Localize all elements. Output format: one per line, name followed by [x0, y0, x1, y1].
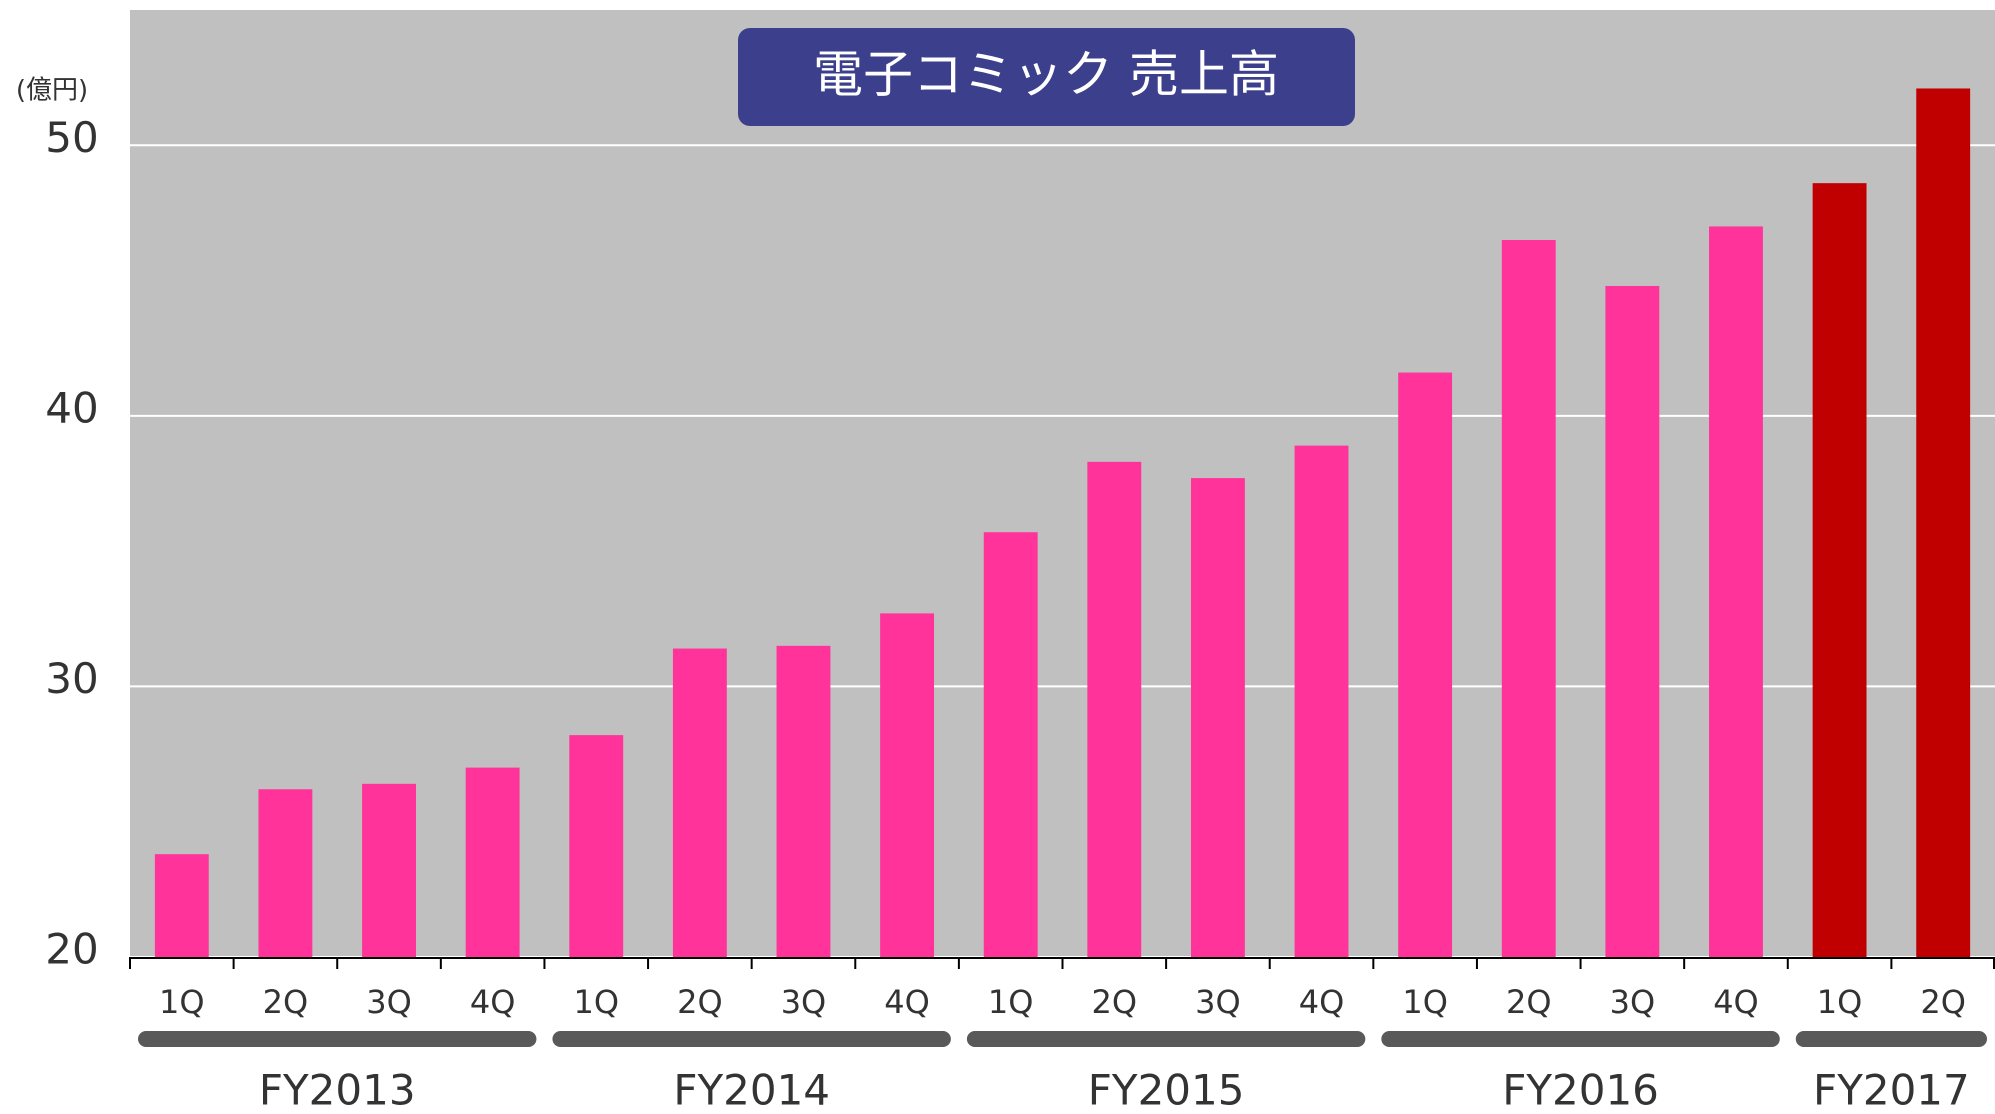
x-tick-label: 4Q: [884, 983, 930, 1021]
y-unit: (億円): [16, 76, 88, 106]
x-tick-label: 2Q: [677, 983, 723, 1021]
group-label: FY2014: [673, 1066, 830, 1114]
bar: [1916, 88, 1971, 958]
x-tick-label: 3Q: [1195, 983, 1241, 1021]
group-bracket: [138, 1031, 537, 1047]
group-bracket: [552, 1031, 951, 1047]
y-tick-label: 40: [45, 383, 98, 432]
x-tick-label: 1Q: [1817, 983, 1863, 1021]
bar: [983, 532, 1038, 957]
x-tick-label: 2Q: [1506, 983, 1552, 1021]
x-tick-label: 4Q: [1299, 983, 1345, 1021]
x-tick-label: 2Q: [1092, 983, 1138, 1021]
bar: [1087, 461, 1142, 957]
x-tick-label: 3Q: [366, 983, 412, 1021]
group-label: FY2016: [1502, 1066, 1659, 1114]
group-bracket: [1381, 1031, 1780, 1047]
bar: [1398, 372, 1453, 958]
bar: [1812, 183, 1867, 957]
bar: [154, 854, 209, 957]
title-box: [738, 28, 1355, 126]
y-tick-label: 50: [45, 113, 98, 162]
x-tick-label: 4Q: [470, 983, 516, 1021]
x-tick-label: 1Q: [988, 983, 1034, 1021]
bar: [362, 783, 416, 957]
x-tick-label: 3Q: [1610, 983, 1656, 1021]
bar: [1709, 226, 1763, 957]
group-bracket: [1795, 1031, 1987, 1047]
y-tick-label: 20: [45, 925, 98, 974]
group-label: FY2015: [1088, 1066, 1245, 1114]
x-tick-label: 4Q: [1713, 983, 1759, 1021]
x-tick-label: 1Q: [1402, 983, 1448, 1021]
x-tick-label: 2Q: [263, 983, 309, 1021]
bar: [880, 613, 935, 957]
bar: [569, 735, 624, 957]
group-bracket: [966, 1031, 1366, 1047]
bar: [1190, 478, 1245, 957]
bar: [672, 648, 727, 957]
x-tick-label: 1Q: [159, 983, 205, 1021]
bar: [465, 767, 520, 957]
x-tick-label: 2Q: [1920, 983, 1966, 1021]
bar: [258, 789, 313, 957]
bar: [1501, 239, 1556, 957]
bar: [1294, 445, 1349, 957]
group-label: FY2017: [1813, 1066, 1970, 1114]
x-tick-label: 1Q: [573, 983, 619, 1021]
bar: [776, 645, 831, 957]
bar: [1605, 285, 1660, 957]
chart-title: 電子コミック 売上高: [813, 46, 1279, 104]
plot-area: [130, 10, 1995, 957]
y-tick-label: 30: [45, 654, 98, 703]
x-tick-label: 3Q: [781, 983, 827, 1021]
group-label: FY2013: [259, 1066, 416, 1114]
